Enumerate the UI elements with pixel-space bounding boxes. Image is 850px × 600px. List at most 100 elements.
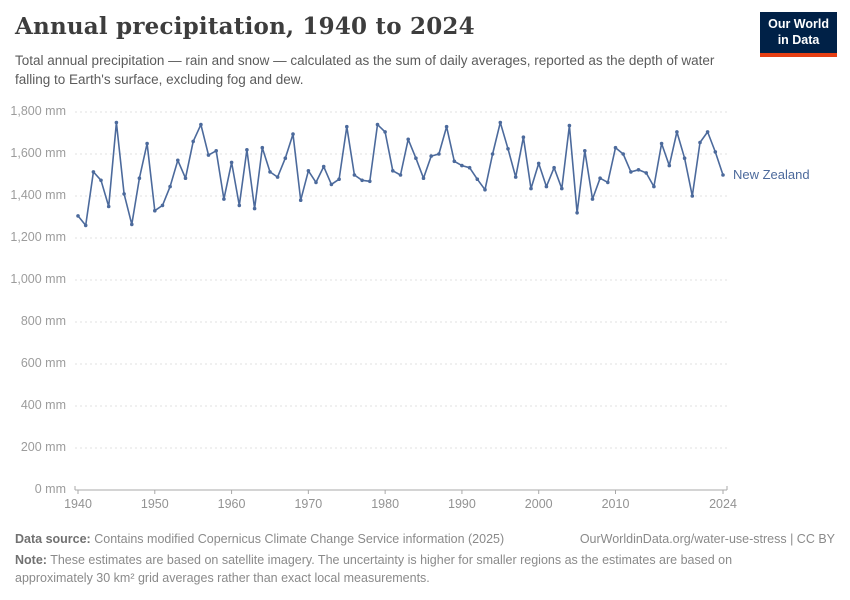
data-point[interactable]: [414, 156, 418, 160]
data-point[interactable]: [176, 158, 180, 163]
data-point[interactable]: [690, 194, 695, 198]
note-label: Note:: [15, 553, 47, 567]
data-point[interactable]: [698, 140, 702, 145]
data-point[interactable]: [160, 203, 165, 208]
data-point[interactable]: [321, 164, 326, 169]
data-point[interactable]: [460, 163, 464, 168]
data-point[interactable]: [106, 204, 111, 209]
data-point[interactable]: [375, 122, 380, 127]
data-point[interactable]: [222, 197, 226, 201]
data-point[interactable]: [636, 168, 641, 172]
data-point[interactable]: [360, 178, 364, 183]
data-point[interactable]: [590, 197, 595, 201]
data-point[interactable]: [99, 178, 103, 183]
data-point[interactable]: [490, 152, 495, 156]
data-point[interactable]: [705, 130, 710, 134]
data-point[interactable]: [506, 147, 510, 151]
data-point[interactable]: [114, 120, 119, 125]
data-point[interactable]: [145, 141, 149, 146]
data-point[interactable]: [452, 159, 457, 164]
data-point[interactable]: [675, 130, 679, 134]
data-point[interactable]: [713, 150, 718, 154]
data-point[interactable]: [606, 180, 610, 185]
data-point[interactable]: [183, 176, 188, 180]
data-point[interactable]: [529, 186, 533, 191]
data-point[interactable]: [567, 123, 572, 128]
y-axis-label: 200 mm: [20, 440, 66, 454]
owid-logo[interactable]: Our World in Data: [760, 12, 837, 58]
data-point[interactable]: [652, 184, 656, 189]
data-point[interactable]: [552, 165, 556, 170]
data-point[interactable]: [682, 156, 687, 160]
data-point[interactable]: [153, 208, 157, 213]
owid-url-link[interactable]: OurWorldinData.org/water-use-stress | CC…: [579, 532, 835, 546]
data-point[interactable]: [513, 175, 518, 179]
data-point[interactable]: [429, 154, 434, 158]
data-point[interactable]: [306, 169, 311, 173]
x-axis-label: 2010: [601, 497, 630, 511]
data-point[interactable]: [536, 161, 541, 166]
page-title: Annual precipitation, 1940 to 2024: [15, 13, 475, 40]
y-axis-label: 400 mm: [20, 398, 66, 412]
data-point[interactable]: [475, 177, 480, 181]
data-point[interactable]: [621, 152, 625, 156]
data-point[interactable]: [76, 214, 80, 218]
data-point[interactable]: [544, 184, 549, 189]
data-point[interactable]: [391, 169, 395, 173]
data-point[interactable]: [613, 145, 618, 150]
data-point[interactable]: [721, 173, 725, 177]
data-point[interactable]: [352, 173, 357, 177]
data-point[interactable]: [298, 198, 303, 202]
data-point[interactable]: [337, 177, 341, 181]
data-point[interactable]: [206, 153, 211, 157]
data-point[interactable]: [437, 152, 441, 156]
data-point[interactable]: [667, 163, 672, 168]
data-point[interactable]: [314, 180, 318, 185]
y-axis-label: 1,600 mm: [10, 146, 66, 160]
data-point[interactable]: [191, 139, 195, 144]
data-point[interactable]: [368, 179, 372, 184]
data-point[interactable]: [252, 206, 257, 211]
data-point[interactable]: [260, 145, 265, 150]
data-point[interactable]: [283, 156, 288, 160]
data-point[interactable]: [629, 170, 633, 174]
data-source-label: Data source:: [15, 532, 91, 546]
x-axis-label: 1950: [140, 497, 169, 511]
data-point[interactable]: [467, 165, 472, 170]
data-point[interactable]: [483, 187, 487, 192]
data-point[interactable]: [83, 223, 88, 228]
data-point[interactable]: [91, 170, 96, 174]
data-point[interactable]: [291, 132, 295, 136]
data-point[interactable]: [560, 186, 564, 191]
data-point[interactable]: [398, 173, 403, 177]
data-point[interactable]: [444, 124, 449, 129]
data-point[interactable]: [245, 148, 249, 152]
data-point[interactable]: [229, 160, 234, 165]
data-point[interactable]: [421, 176, 426, 180]
data-point[interactable]: [644, 171, 648, 175]
data-point[interactable]: [583, 149, 587, 153]
data-point[interactable]: [214, 149, 218, 153]
data-point[interactable]: [598, 176, 602, 180]
data-point[interactable]: [406, 137, 411, 142]
data-point[interactable]: [199, 122, 203, 127]
data-point[interactable]: [659, 141, 664, 146]
data-point[interactable]: [521, 135, 526, 139]
data-point[interactable]: [130, 222, 134, 227]
data-point[interactable]: [137, 176, 142, 180]
data-point[interactable]: [168, 184, 172, 189]
data-point[interactable]: [122, 192, 126, 196]
data-point[interactable]: [345, 124, 349, 129]
x-axis-label: 1980: [371, 497, 400, 511]
data-point[interactable]: [237, 203, 242, 208]
x-axis-label: 2000: [524, 497, 553, 511]
data-point[interactable]: [329, 182, 334, 187]
x-axis-label: 1990: [448, 497, 476, 511]
data-point[interactable]: [268, 170, 272, 174]
data-point[interactable]: [383, 130, 387, 134]
data-point[interactable]: [498, 120, 503, 125]
data-point[interactable]: [575, 211, 579, 215]
series-label-new-zealand: New Zealand: [733, 167, 810, 182]
data-point[interactable]: [275, 175, 280, 179]
